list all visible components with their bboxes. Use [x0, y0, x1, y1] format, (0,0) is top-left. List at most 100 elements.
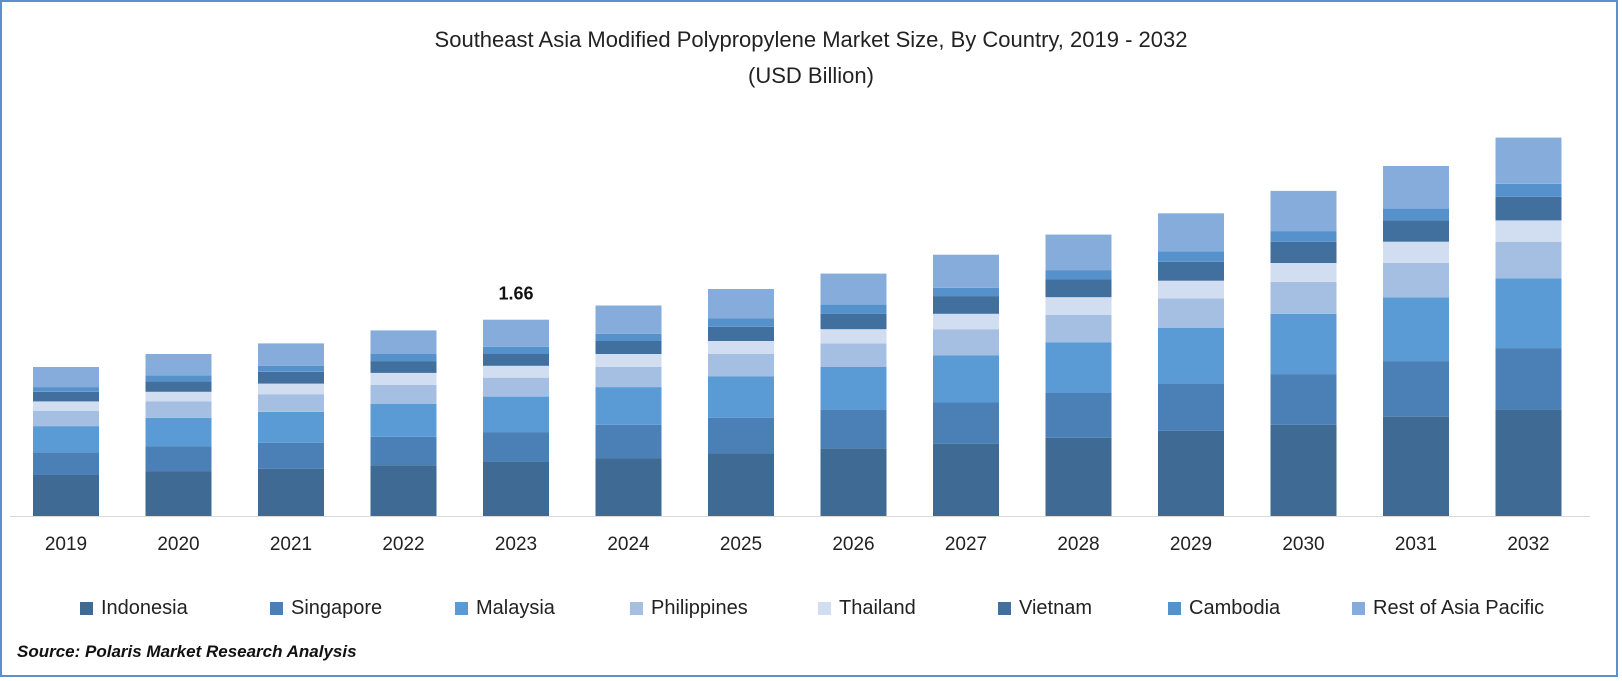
bar-segment-2019-thailand [33, 401, 99, 411]
bar-segment-2030-philippines [1270, 281, 1337, 314]
bar-segment-2032-rest-of-asia-pacific [1495, 137, 1562, 184]
bar-segment-2027-cambodia [933, 287, 999, 297]
bar-segment-2029-rest-of-asia-pacific [1158, 213, 1224, 252]
legend-item-thailand: Thailand [818, 597, 916, 620]
bar-segment-2029-singapore [1158, 383, 1224, 431]
bar-segment-2022-vietnam [370, 361, 437, 373]
legend-item-vietnam: Vietnam [998, 597, 1092, 620]
bar-segment-2031-philippines [1383, 263, 1449, 298]
bar-segment-2021-singapore [258, 442, 324, 469]
bar-segment-2028-cambodia [1045, 270, 1112, 280]
bar-segment-2031-malaysia [1383, 297, 1449, 362]
bar-segment-2025-malaysia [708, 376, 774, 418]
bar-segment-2031-vietnam [1383, 220, 1449, 242]
bar-segment-2020-malaysia [145, 417, 212, 447]
bar-segment-2030-vietnam [1270, 241, 1337, 263]
bar-segment-2024-cambodia [595, 333, 662, 341]
legend-swatch [630, 602, 643, 615]
bar-segment-2021-vietnam [258, 371, 324, 384]
bar-segment-2027-malaysia [933, 355, 999, 403]
bar-segment-2032-vietnam [1495, 196, 1562, 221]
bar-segment-2032-cambodia [1495, 183, 1562, 197]
source-note: Source: Polaris Market Research Analysis [17, 642, 357, 661]
legend-item-indonesia: Indonesia [80, 597, 188, 620]
bar-segment-2025-vietnam [708, 326, 774, 341]
bar-segment-2020-thailand [145, 391, 212, 402]
bar-segment-2021-indonesia [258, 468, 324, 516]
x-tick-label-2020: 2020 [157, 534, 199, 555]
x-tick-label-2024: 2024 [607, 534, 650, 555]
bar-segment-2023-singapore [483, 432, 549, 462]
legend-item-singapore: Singapore [270, 597, 382, 620]
bar-segment-2023-rest-of-asia-pacific [483, 319, 549, 347]
legend-swatch [1168, 602, 1181, 615]
legend-swatch [270, 602, 283, 615]
bar-segment-2029-cambodia [1158, 251, 1224, 262]
bar-segment-2021-cambodia [258, 365, 324, 372]
bar-segment-2020-singapore [145, 446, 212, 471]
legend-swatch [455, 602, 468, 615]
bar-segment-2022-cambodia [370, 354, 437, 362]
bar-segment-2030-thailand [1270, 263, 1337, 282]
bar-segment-2023-malaysia [483, 396, 549, 433]
bar-segment-2026-rest-of-asia-pacific [820, 273, 887, 305]
chart-title: Southeast Asia Modified Polypropylene Ma… [434, 27, 1188, 52]
bar-segment-2025-philippines [708, 354, 774, 377]
legend-label: Singapore [291, 597, 383, 619]
bar-segment-2030-singapore [1270, 374, 1337, 425]
legend-label: Philippines [651, 597, 748, 619]
x-tick-label-2023: 2023 [495, 534, 537, 555]
bar-segment-2026-thailand [820, 329, 887, 344]
bar-segment-2024-indonesia [595, 458, 662, 516]
bar-segment-2027-singapore [933, 402, 999, 444]
chart-legend: Indonesia Singapore Malaysia Philippines Tha… [0, 597, 1622, 625]
bar-segment-2030-rest-of-asia-pacific [1270, 190, 1337, 232]
bar-segment-2028-thailand [1045, 297, 1112, 315]
legend-item-rest-of-asia-pacific: Rest of Asia Pacific [1352, 597, 1544, 620]
bar-segment-2026-indonesia [820, 448, 887, 516]
bar-segment-2024-philippines [595, 367, 662, 388]
legend-swatch [1352, 602, 1365, 615]
bar-segment-2029-indonesia [1158, 430, 1224, 516]
bar-segment-2029-thailand [1158, 280, 1224, 299]
bar-segment-2022-indonesia [370, 465, 437, 516]
bar-segment-2026-cambodia [820, 304, 887, 314]
bar-segment-2019-philippines [33, 410, 99, 427]
bar-segment-2023-indonesia [483, 461, 549, 516]
bar-segment-2031-cambodia [1383, 208, 1449, 221]
bar-segment-2028-singapore [1045, 393, 1112, 438]
bar-segment-2025-cambodia [708, 318, 774, 327]
bar-segment-2032-malaysia [1495, 278, 1562, 349]
bar-segment-2031-rest-of-asia-pacific [1383, 166, 1449, 209]
bar-segment-2027-philippines [933, 329, 999, 356]
bar-segment-2032-singapore [1495, 348, 1562, 410]
legend-item-cambodia: Cambodia [1168, 597, 1280, 620]
legend-label: Rest of Asia Pacific [1373, 597, 1545, 619]
bar-segment-2026-vietnam [820, 313, 887, 330]
bar-segment-2032-philippines [1495, 241, 1562, 279]
legend-label: Indonesia [101, 597, 188, 619]
bar-segment-2027-rest-of-asia-pacific [933, 254, 999, 288]
bar-segment-2028-rest-of-asia-pacific [1045, 234, 1112, 271]
bar-segment-2030-indonesia [1270, 425, 1337, 516]
bar-segment-2025-rest-of-asia-pacific [708, 289, 774, 319]
bar-segment-2028-indonesia [1045, 438, 1112, 516]
bar-segment-2020-indonesia [145, 471, 212, 516]
x-tick-label-2021: 2021 [270, 534, 312, 555]
bar-segment-2032-indonesia [1495, 409, 1562, 516]
bar-segment-2022-philippines [370, 384, 437, 404]
legend-swatch [80, 602, 93, 615]
legend-item-malaysia: Malaysia [455, 597, 555, 620]
x-tick-label-2025: 2025 [720, 534, 762, 555]
bar-segment-2021-malaysia [258, 412, 324, 443]
x-tick-label-2022: 2022 [382, 534, 424, 555]
bar-segment-2024-vietnam [595, 341, 662, 354]
bar-segment-2031-singapore [1383, 361, 1449, 417]
legend-label: Cambodia [1189, 597, 1281, 619]
bar-segment-2025-singapore [708, 417, 774, 454]
bar-segment-2019-rest-of-asia-pacific [33, 367, 99, 388]
legend-swatch [818, 602, 831, 615]
bar-segment-2030-cambodia [1270, 231, 1337, 242]
bar-segment-2020-rest-of-asia-pacific [145, 354, 212, 376]
